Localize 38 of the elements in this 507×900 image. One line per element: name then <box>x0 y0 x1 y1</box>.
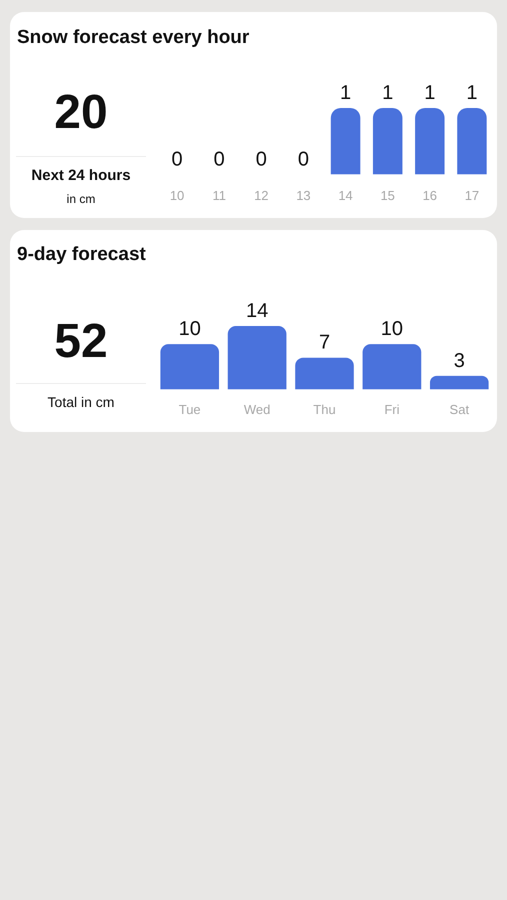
bar <box>160 344 220 390</box>
text: Total in cm <box>46 394 116 410</box>
data-label: 10 <box>380 318 404 340</box>
data-label: 0 <box>256 148 267 170</box>
x-tick-label: Fri <box>384 402 400 417</box>
x-tick-label: 10 <box>170 188 184 203</box>
data-label: 0 <box>172 148 183 170</box>
data-label: 10 <box>178 318 201 340</box>
data-label: 7 <box>318 332 330 354</box>
text: Next 24 hours <box>30 167 132 184</box>
bar <box>228 326 286 390</box>
x-tick-label: 14 <box>338 188 353 203</box>
data-label: 14 <box>246 300 268 322</box>
x-tick-label: 12 <box>254 188 269 203</box>
data-label: 1 <box>340 82 352 104</box>
x-tick-label: 16 <box>422 188 438 203</box>
bar <box>295 358 354 390</box>
data-label: 1 <box>424 82 436 104</box>
x-tick-label: 17 <box>464 188 480 203</box>
x-tick-label: 15 <box>380 188 395 203</box>
x-tick-label: Thu <box>313 402 336 417</box>
text: 20 <box>53 85 109 140</box>
chart-title: 9-day forecast <box>17 243 146 267</box>
text: in cm <box>66 192 96 207</box>
bar <box>362 344 422 390</box>
data-label: 1 <box>466 82 478 104</box>
text: 52 <box>53 314 109 370</box>
x-tick-label: Tue <box>178 402 201 417</box>
chart-title: Snow forecast every hour <box>17 26 250 50</box>
x-tick-label: 13 <box>296 188 311 203</box>
x-tick-label: 11 <box>212 188 226 203</box>
data-label: 0 <box>214 148 225 170</box>
x-tick-label: Sat <box>450 402 470 417</box>
x-tick-label: Wed <box>244 402 270 417</box>
data-label: 0 <box>298 148 309 170</box>
data-label: 1 <box>382 82 394 104</box>
bar <box>430 376 489 390</box>
data-label: 3 <box>454 350 465 372</box>
